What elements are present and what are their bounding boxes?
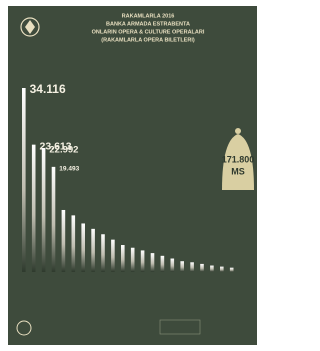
bar <box>121 245 125 272</box>
bar <box>72 215 76 272</box>
bar <box>22 88 26 272</box>
title-line: (RAKAMLARLA OPERA BILETLERI) <box>101 37 195 43</box>
annotation-unit: MS <box>231 166 245 176</box>
value-label: 19.493 <box>59 166 79 173</box>
bar <box>111 240 115 272</box>
bar <box>180 261 184 272</box>
bar <box>42 148 46 272</box>
bar <box>151 253 155 272</box>
bar <box>200 264 204 272</box>
title-line: BANKA ARMADA ESTRABENTA <box>106 21 190 27</box>
bar <box>62 210 66 272</box>
bar <box>81 223 85 272</box>
bar <box>32 145 36 272</box>
bar <box>91 229 95 272</box>
bar <box>101 234 105 272</box>
bar <box>52 167 56 272</box>
value-label: 22.992 <box>49 145 78 156</box>
bar <box>190 262 194 272</box>
bar <box>220 267 224 272</box>
bar <box>171 259 175 272</box>
bar <box>230 268 234 272</box>
poster: RAKAMLARLA 2016 BANKA ARMADA ESTRABENTA ON… <box>0 0 265 351</box>
bar <box>131 248 135 272</box>
title-line: RAKAMLARLA 2016 <box>122 13 175 19</box>
bar <box>161 256 165 272</box>
bar <box>141 250 145 272</box>
value-label: 34.116 <box>30 82 66 96</box>
annotation-knob <box>235 128 241 134</box>
bar <box>210 266 214 272</box>
annotation-value: 171.800 <box>222 154 255 164</box>
title-line: ONLARIN OPERA & CULTURE OPERALARI <box>92 29 205 35</box>
